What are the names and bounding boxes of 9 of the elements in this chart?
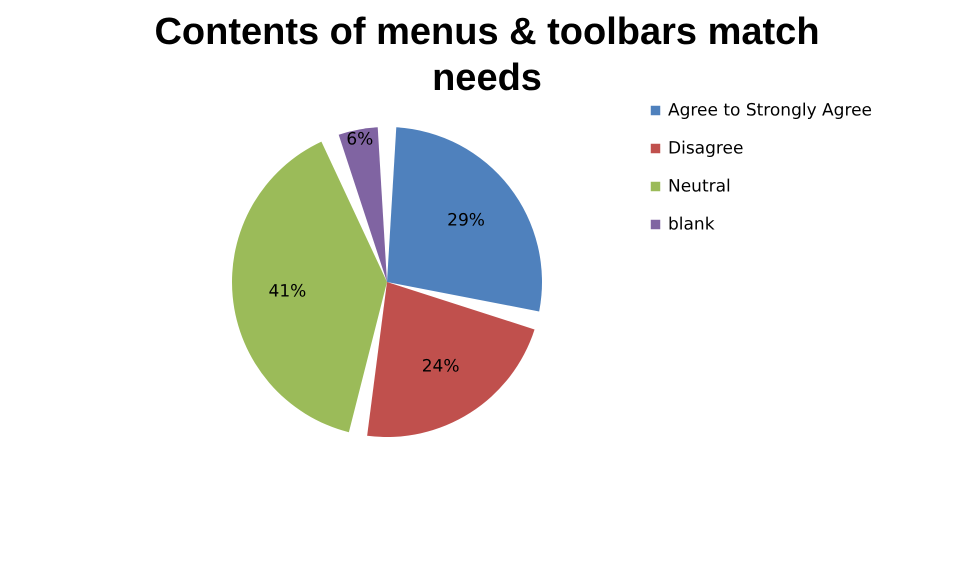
legend-label: Disagree <box>668 138 744 158</box>
data-label: 6% <box>346 130 374 150</box>
legend-label: Agree to Strongly Agree <box>668 100 872 120</box>
legend-label: blank <box>668 214 715 234</box>
data-label: 29% <box>447 210 485 231</box>
data-label: 24% <box>422 356 460 376</box>
chart-title: Contents of menus & toolbars match needs <box>154 11 820 99</box>
legend-label: Neutral <box>668 176 731 196</box>
data-label: 41% <box>268 281 306 302</box>
